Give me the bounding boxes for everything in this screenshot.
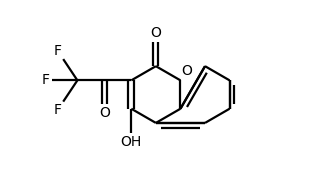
Text: OH: OH [121,135,142,149]
Text: O: O [150,26,161,40]
Text: F: F [53,103,62,117]
Text: F: F [53,44,62,58]
Text: F: F [42,73,50,87]
Text: O: O [181,64,192,78]
Text: O: O [99,106,110,120]
